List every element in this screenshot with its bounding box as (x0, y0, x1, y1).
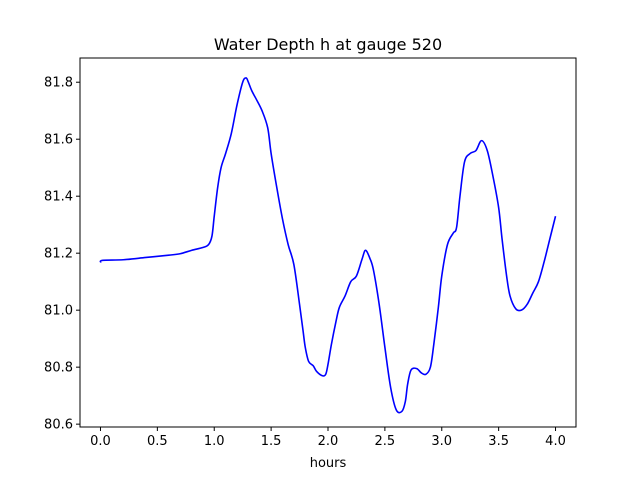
plot-background (80, 58, 576, 427)
series-group (99, 77, 557, 414)
y-tick-label: 80.6 (44, 418, 73, 433)
y-tick-label: 80.8 (44, 361, 73, 376)
x-tick-label: 4.0 (545, 434, 566, 449)
y-tick-label: 81.8 (44, 76, 73, 91)
y-tick-label: 81.4 (44, 190, 73, 205)
y-tick-label: 81.0 (44, 304, 73, 319)
x-tick-label: 1.0 (204, 434, 225, 449)
x-tick-label: 1.5 (261, 434, 282, 449)
y-axis-ticks: 80.6 80.8 81.0 81.2 81.4 81.6 81.8 (44, 76, 80, 433)
y-tick-label: 81.6 (44, 133, 73, 148)
series-line (99, 77, 557, 414)
x-tick-label: 3.5 (488, 434, 509, 449)
x-tick-label: 3.0 (431, 434, 452, 449)
x-axis-label: hours (310, 456, 347, 471)
x-tick-label: 0.0 (90, 434, 111, 449)
x-tick-label: 0.5 (147, 434, 168, 449)
x-tick-label: 2.0 (318, 434, 339, 449)
chart-title: Water Depth h at gauge 520 (214, 35, 442, 54)
x-axis-ticks: 0.0 0.5 1.0 1.5 2.0 2.5 3.0 3.5 4.0 (90, 427, 566, 449)
y-tick-label: 81.2 (44, 247, 73, 262)
plot-frame (79, 57, 577, 428)
x-tick-label: 2.5 (375, 434, 396, 449)
